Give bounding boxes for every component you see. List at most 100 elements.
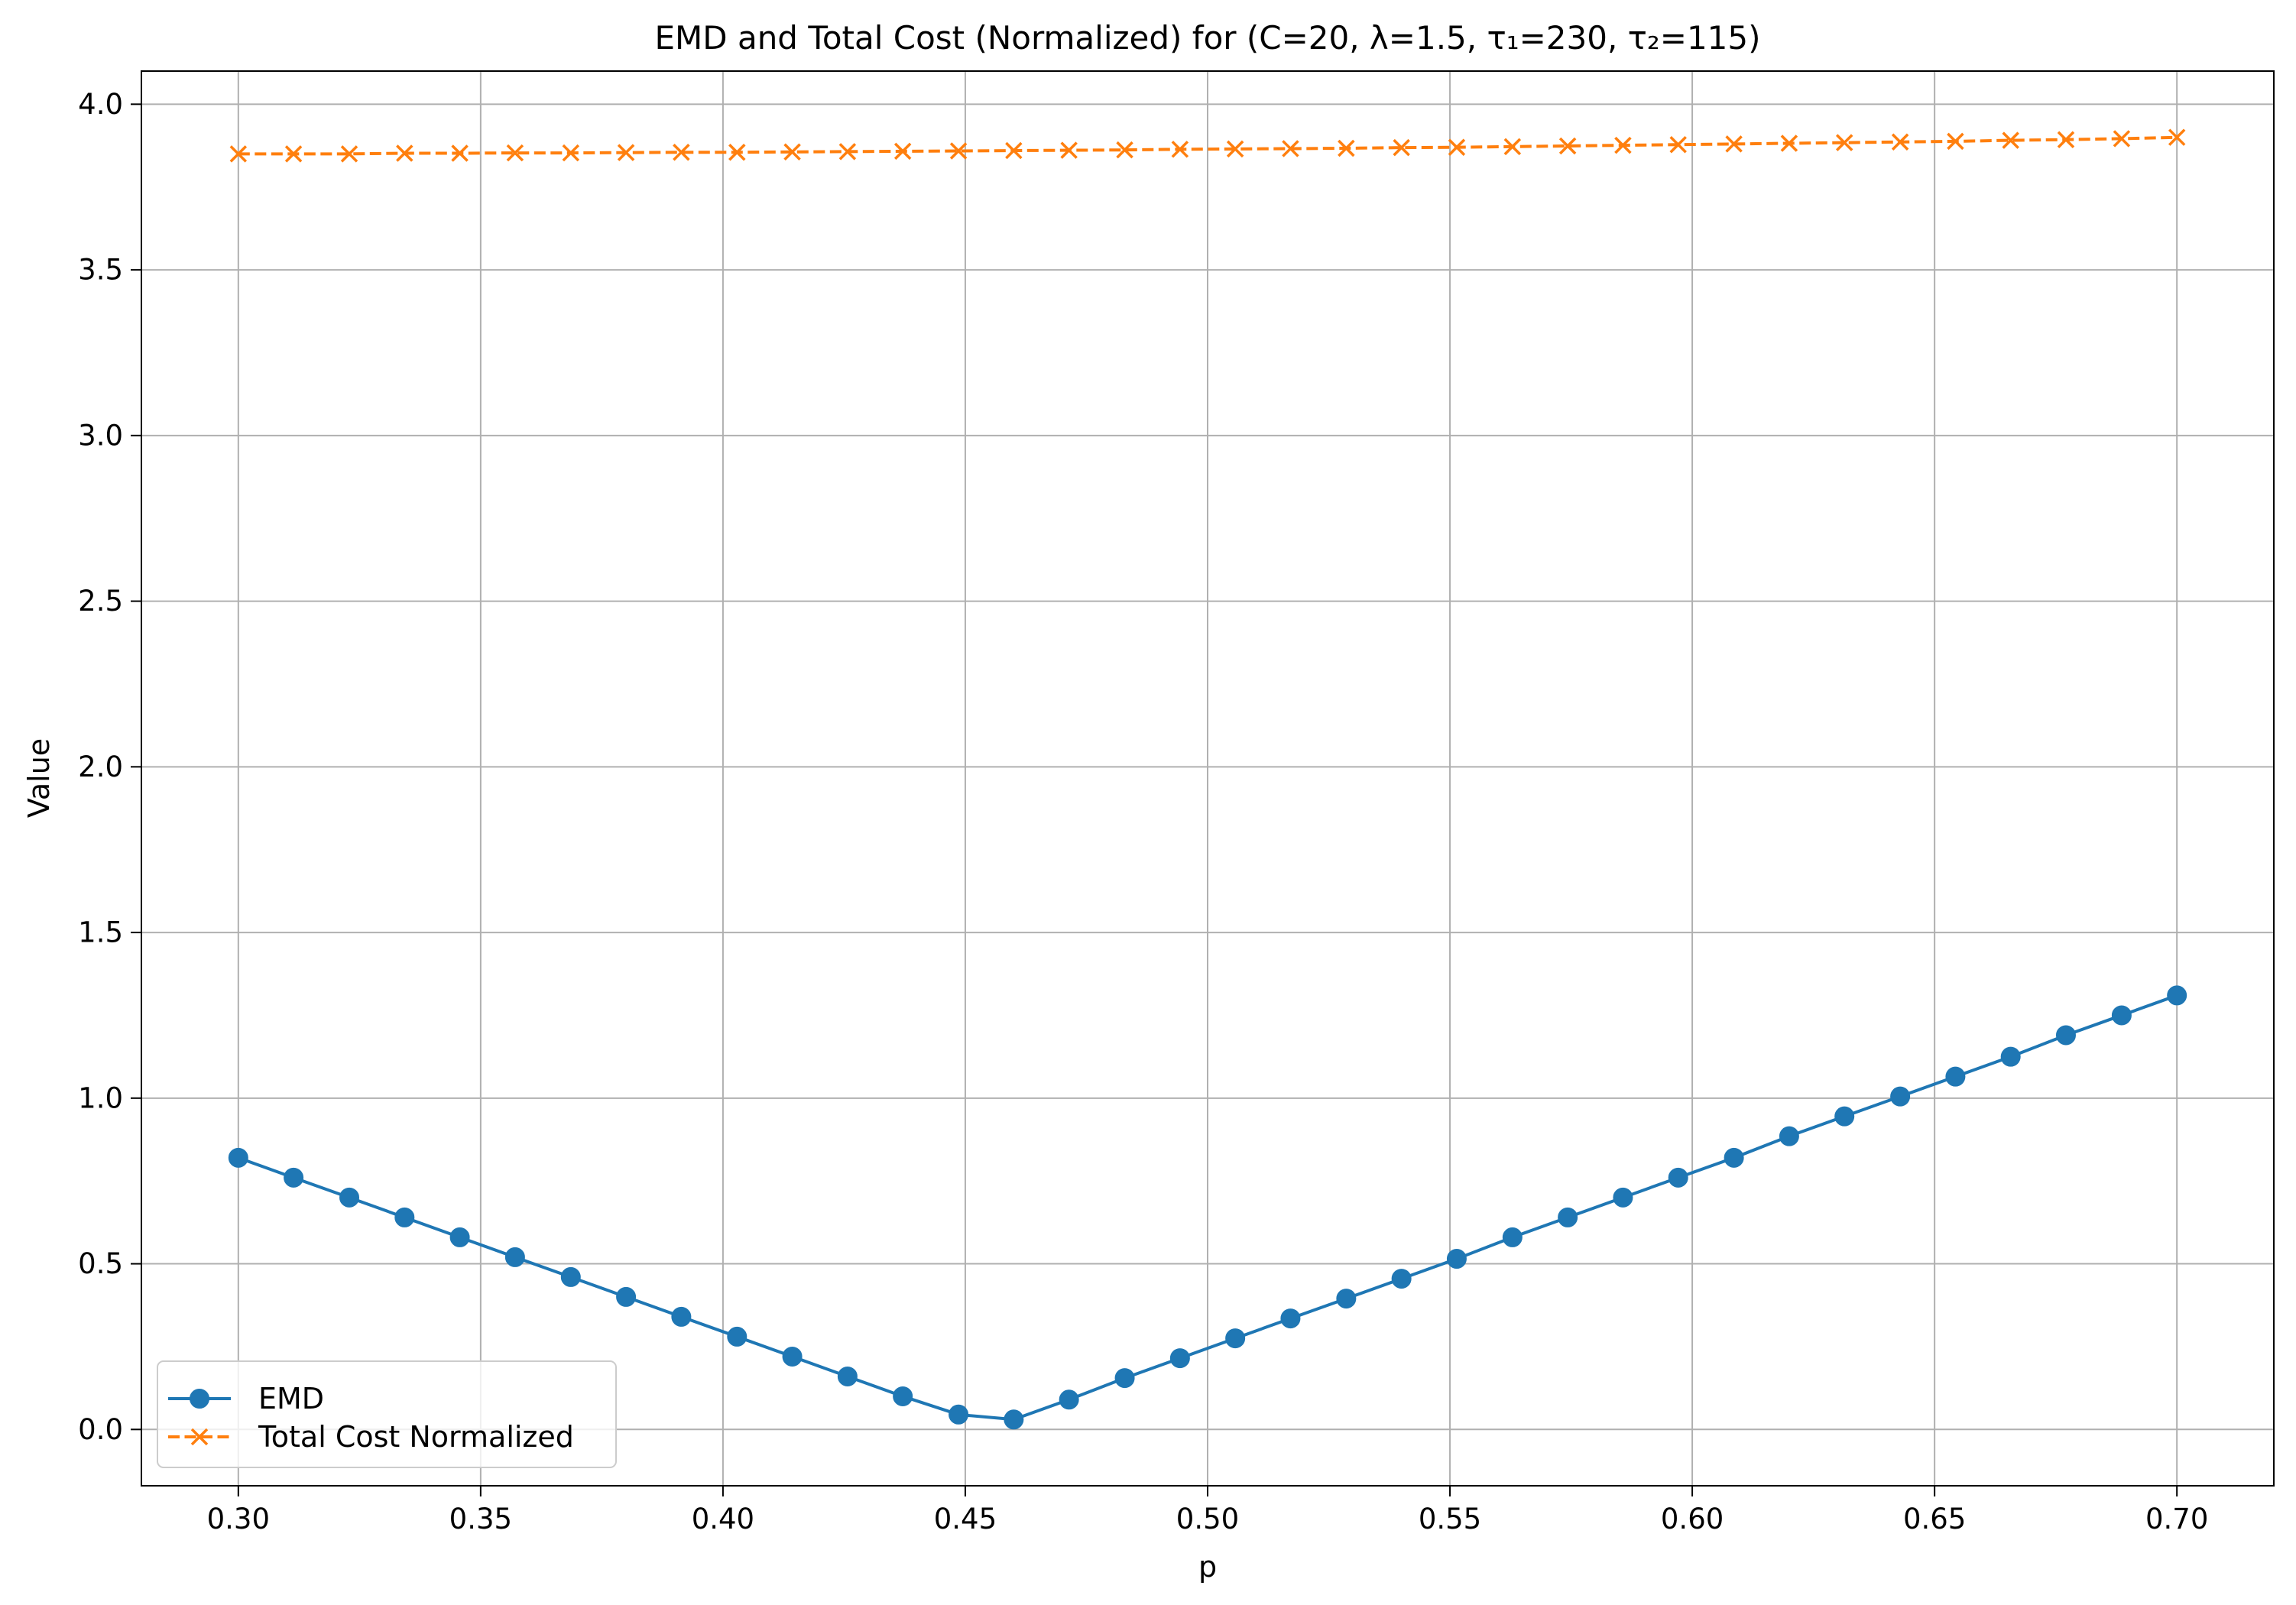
axis-ticks: 0.30 0.35 0.40 0.45 0.50 0.55 0.60 0.65 0.70 0.0 0… bbox=[78, 88, 2208, 1535]
data-point-total-cost-normalized bbox=[673, 143, 690, 161]
y-axis-label: Value bbox=[22, 738, 56, 818]
data-point-total-cost-normalized bbox=[1448, 138, 1466, 156]
data-point-emd bbox=[949, 1404, 969, 1425]
data-point-emd bbox=[1059, 1389, 1079, 1410]
data-point-total-cost-normalized bbox=[340, 145, 358, 163]
x-axis-label: p bbox=[1198, 1550, 1217, 1584]
data-point-total-cost-normalized bbox=[1005, 141, 1023, 160]
y-tick-label: 1.5 bbox=[78, 916, 123, 949]
data-point-emd bbox=[2000, 1046, 2021, 1067]
data-point-total-cost-normalized bbox=[229, 145, 248, 163]
legend-label-total-cost-normalized: Total Cost Normalized bbox=[258, 1420, 574, 1454]
y-tick-label: 0.0 bbox=[78, 1413, 123, 1446]
series-emd bbox=[228, 985, 2187, 1430]
y-tick-label: 3.0 bbox=[78, 419, 123, 452]
data-point-total-cost-normalized bbox=[284, 145, 303, 163]
data-point-emd bbox=[1169, 1348, 1190, 1369]
data-point-emd bbox=[449, 1227, 470, 1247]
data-point-total-cost-normalized bbox=[2113, 130, 2131, 148]
data-point-emd bbox=[1502, 1227, 1523, 1247]
data-point-emd bbox=[671, 1306, 692, 1327]
y-tick-label: 1.0 bbox=[78, 1081, 123, 1114]
data-point-emd bbox=[1225, 1328, 1246, 1349]
x-tick-label: 0.35 bbox=[449, 1503, 512, 1535]
data-point-total-cost-normalized bbox=[1835, 134, 1853, 151]
data-point-emd bbox=[837, 1366, 858, 1386]
x-tick-label: 0.60 bbox=[1661, 1503, 1724, 1535]
data-point-total-cost-normalized bbox=[783, 143, 801, 161]
data-point-total-cost-normalized bbox=[396, 144, 413, 162]
data-point-emd bbox=[1114, 1368, 1135, 1389]
data-point-emd bbox=[1834, 1106, 1855, 1127]
x-tick-label: 0.50 bbox=[1176, 1503, 1239, 1535]
chart-title: EMD and Total Cost (Normalized) for (C=2… bbox=[654, 19, 1760, 57]
legend-frame bbox=[157, 1360, 617, 1468]
data-point-total-cost-normalized bbox=[562, 144, 580, 162]
legend: EMD Total Cost Normalized bbox=[157, 1360, 617, 1468]
data-point-emd bbox=[284, 1167, 304, 1188]
data-point-total-cost-normalized bbox=[1725, 135, 1743, 153]
data-point-emd bbox=[504, 1247, 525, 1267]
data-point-total-cost-normalized bbox=[1891, 133, 1909, 151]
series-line-total-cost-normalized bbox=[238, 135, 2178, 156]
legend-marker-total-cost-normalized bbox=[190, 1428, 209, 1446]
data-point-total-cost-normalized bbox=[2057, 131, 2075, 148]
data-point-emd bbox=[1668, 1167, 1688, 1188]
data-point-total-cost-normalized bbox=[728, 143, 746, 161]
data-point-total-cost-normalized bbox=[838, 143, 857, 160]
y-tick-label: 2.0 bbox=[78, 751, 123, 783]
data-point-total-cost-normalized bbox=[2002, 131, 2019, 149]
data-point-total-cost-normalized bbox=[1338, 139, 1355, 157]
data-point-total-cost-normalized bbox=[1780, 135, 1798, 152]
data-point-emd bbox=[560, 1266, 581, 1287]
legend-label-emd: EMD bbox=[258, 1382, 324, 1415]
x-tick-label: 0.55 bbox=[1419, 1503, 1481, 1535]
data-point-total-cost-normalized bbox=[949, 142, 968, 160]
x-tick-label: 0.40 bbox=[692, 1503, 754, 1535]
data-point-emd bbox=[1280, 1308, 1301, 1329]
data-point-total-cost-normalized bbox=[1171, 141, 1189, 158]
data-point-total-cost-normalized bbox=[1614, 136, 1632, 154]
x-tick-label: 0.45 bbox=[934, 1503, 997, 1535]
data-point-total-cost-normalized bbox=[1116, 141, 1133, 159]
y-tick-label: 2.5 bbox=[78, 585, 123, 618]
data-point-total-cost-normalized bbox=[2168, 128, 2186, 146]
data-point-emd bbox=[1890, 1086, 1911, 1107]
data-point-emd bbox=[2167, 985, 2187, 1006]
legend-marker-emd bbox=[190, 1389, 209, 1409]
data-point-emd bbox=[228, 1147, 248, 1168]
data-point-total-cost-normalized bbox=[1393, 138, 1410, 157]
data-point-emd bbox=[2055, 1025, 2076, 1046]
y-tick-label: 0.5 bbox=[78, 1247, 123, 1280]
data-point-emd bbox=[1004, 1409, 1024, 1430]
data-point-total-cost-normalized bbox=[1226, 140, 1244, 158]
data-point-emd bbox=[1391, 1269, 1412, 1289]
series-total-cost-normalized bbox=[229, 128, 2186, 163]
data-point-total-cost-normalized bbox=[506, 144, 524, 162]
data-point-emd bbox=[2111, 1005, 2132, 1026]
x-tick-label: 0.65 bbox=[1903, 1503, 1966, 1535]
x-tick-label: 0.70 bbox=[2145, 1503, 2208, 1535]
data-point-emd bbox=[1945, 1066, 1966, 1087]
data-point-emd bbox=[1724, 1147, 1744, 1168]
grid bbox=[141, 71, 2274, 1486]
legend-swatch-total-cost-normalized bbox=[168, 1428, 231, 1446]
data-point-emd bbox=[727, 1326, 747, 1347]
data-point-total-cost-normalized bbox=[1947, 132, 1964, 151]
data-point-total-cost-normalized bbox=[1282, 140, 1299, 157]
data-point-total-cost-normalized bbox=[1558, 137, 1577, 155]
data-point-emd bbox=[893, 1386, 913, 1406]
data-point-emd bbox=[1336, 1289, 1357, 1309]
legend-swatch-emd bbox=[168, 1389, 231, 1409]
data-point-emd bbox=[782, 1346, 803, 1367]
data-point-total-cost-normalized bbox=[451, 144, 469, 162]
series-layer bbox=[228, 128, 2187, 1430]
data-point-total-cost-normalized bbox=[617, 144, 635, 161]
data-point-emd bbox=[394, 1207, 415, 1227]
data-point-emd bbox=[1446, 1249, 1467, 1269]
y-tick-label: 4.0 bbox=[78, 88, 123, 121]
data-point-emd bbox=[1558, 1207, 1578, 1227]
x-tick-label: 0.30 bbox=[207, 1503, 270, 1535]
data-point-emd bbox=[339, 1187, 360, 1208]
data-point-emd bbox=[1779, 1126, 1799, 1146]
